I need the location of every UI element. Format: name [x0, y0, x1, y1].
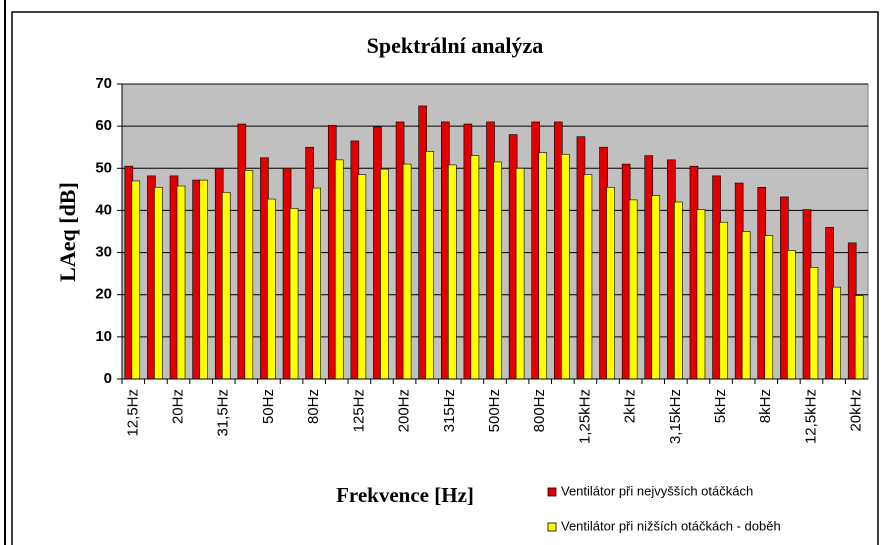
- bar: [334, 159, 344, 380]
- bar: [199, 179, 208, 380]
- x-tick-label: 8kHz: [757, 389, 774, 423]
- x-tick-label: 12,5kHz: [802, 389, 819, 444]
- x-axis-label: Frekvence [Hz]: [336, 483, 474, 507]
- y-tick-label: 0: [104, 370, 112, 387]
- legend-swatch: [547, 487, 557, 497]
- bar: [470, 155, 480, 380]
- bar: [176, 185, 186, 380]
- bar: [131, 180, 141, 380]
- x-tick-label: 800Hz: [531, 389, 548, 432]
- y-tick-label: 50: [95, 159, 112, 176]
- bar: [764, 235, 774, 380]
- bar: [267, 198, 276, 380]
- x-tick-label: 3,15kHz: [667, 389, 684, 444]
- x-tick-label: 125Hz: [350, 389, 367, 432]
- x-tick-label: 12,5Hz: [124, 389, 141, 437]
- bar: [357, 174, 367, 380]
- bar: [447, 164, 457, 380]
- bar: [719, 221, 728, 380]
- bar: [809, 267, 819, 380]
- bar: [154, 186, 163, 380]
- x-tick-label: 80Hz: [305, 389, 322, 424]
- x-tick-label: 1,25kHz: [576, 389, 593, 444]
- bar: [741, 231, 751, 380]
- legend-swatch: [547, 522, 557, 532]
- bar: [628, 199, 638, 380]
- bar: [244, 170, 254, 380]
- bar: [289, 208, 299, 380]
- y-tick-label: 30: [95, 244, 112, 261]
- bar: [787, 250, 796, 380]
- y-tick-label: 40: [95, 201, 112, 218]
- chart-frame: [11, 11, 879, 545]
- chart-title: Spektrální analýza: [367, 33, 544, 58]
- x-tick-label: 2kHz: [622, 389, 639, 423]
- y-axis-label: LAeq [dB]: [55, 182, 80, 282]
- bar: [515, 167, 525, 380]
- bar: [832, 286, 841, 380]
- legend-label: Ventilátor při nejvyšších otáčkách: [561, 483, 753, 498]
- bar: [696, 209, 706, 380]
- bar: [402, 163, 412, 380]
- bar: [606, 186, 615, 380]
- x-tick-label: 20Hz: [169, 389, 186, 424]
- bar: [425, 151, 434, 380]
- x-tick-label: 315Hz: [441, 389, 458, 432]
- y-tick-label: 70: [95, 75, 112, 92]
- x-tick-label: 20kHz: [848, 389, 865, 432]
- bar: [651, 195, 661, 380]
- x-tick-label: 500Hz: [486, 389, 503, 432]
- legend-label: Ventilátor při nižších otáčkách - doběh: [561, 518, 781, 533]
- bar: [380, 168, 389, 380]
- y-tick-label: 20: [95, 286, 112, 303]
- y-tick-label: 60: [95, 117, 112, 134]
- bar: [221, 192, 231, 380]
- bar: [854, 295, 864, 380]
- x-tick-label: 31,5Hz: [215, 389, 232, 437]
- x-tick-label: 50Hz: [260, 389, 277, 424]
- bar: [561, 154, 570, 380]
- bar: [493, 161, 502, 380]
- bar: [312, 187, 321, 380]
- bar: [674, 201, 683, 380]
- bar: [583, 174, 593, 380]
- x-tick-label: 200Hz: [396, 389, 413, 432]
- y-tick-label: 10: [95, 328, 112, 345]
- bar: [538, 152, 548, 380]
- x-tick-label: 5kHz: [712, 389, 729, 423]
